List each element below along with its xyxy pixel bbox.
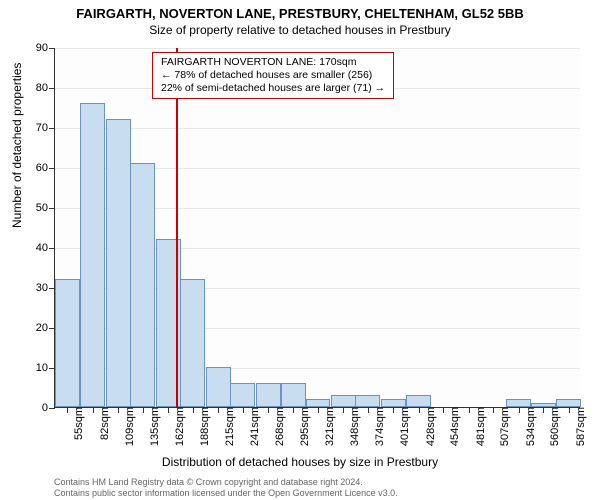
- x-tick: [243, 407, 244, 413]
- x-tick-label: 135sqm: [149, 407, 161, 451]
- x-tick-label: 109sqm: [124, 407, 136, 451]
- gridline-h: [55, 128, 580, 129]
- gridline-h: [55, 48, 580, 49]
- y-tick: [49, 248, 55, 249]
- y-tick-label: 30: [22, 282, 48, 294]
- x-tick-label: 534sqm: [525, 407, 537, 451]
- x-tick: [218, 407, 219, 413]
- x-tick: [93, 407, 94, 413]
- x-tick-label: 82sqm: [99, 407, 111, 451]
- y-tick: [49, 128, 55, 129]
- x-tick-label: 428sqm: [425, 407, 437, 451]
- title-line1: FAIRGARTH, NOVERTON LANE, PRESTBURY, CHE…: [0, 6, 600, 21]
- y-tick-label: 10: [22, 362, 48, 374]
- x-tick-label: 348sqm: [349, 407, 361, 451]
- x-tick: [143, 407, 144, 413]
- x-tick-label: 321sqm: [324, 407, 336, 451]
- footer-line2: Contains public sector information licen…: [54, 488, 398, 498]
- histogram-bar: [331, 395, 356, 407]
- reference-info-box: FAIRGARTH NOVERTON LANE: 170sqm ← 78% of…: [152, 52, 394, 99]
- x-tick: [569, 407, 570, 413]
- histogram-bar: [355, 395, 380, 407]
- x-tick: [118, 407, 119, 413]
- x-tick: [343, 407, 344, 413]
- histogram-bar: [80, 103, 105, 407]
- chart-title-block: FAIRGARTH, NOVERTON LANE, PRESTBURY, CHE…: [0, 0, 600, 37]
- y-tick-label: 60: [22, 162, 48, 174]
- x-tick: [419, 407, 420, 413]
- y-tick-label: 70: [22, 122, 48, 134]
- x-tick: [67, 407, 68, 413]
- histogram-bar: [206, 367, 231, 407]
- histogram-bar: [556, 399, 581, 407]
- y-tick-label: 50: [22, 202, 48, 214]
- y-tick-label: 90: [22, 42, 48, 54]
- histogram-bar: [106, 119, 131, 407]
- x-tick-label: 401sqm: [399, 407, 411, 451]
- x-tick: [318, 407, 319, 413]
- x-tick-label: 188sqm: [199, 407, 211, 451]
- histogram-bar: [55, 279, 80, 407]
- footer-attribution: Contains HM Land Registry data © Crown c…: [54, 477, 398, 498]
- x-tick-label: 268sqm: [274, 407, 286, 451]
- histogram-bar: [281, 383, 306, 407]
- x-tick-label: 374sqm: [374, 407, 386, 451]
- x-tick: [519, 407, 520, 413]
- histogram-bar: [306, 399, 331, 407]
- histogram-bar: [381, 399, 406, 407]
- x-tick: [268, 407, 269, 413]
- x-tick-label: 587sqm: [575, 407, 587, 451]
- x-tick-label: 454sqm: [449, 407, 461, 451]
- x-tick-label: 215sqm: [224, 407, 236, 451]
- y-tick-label: 0: [22, 402, 48, 414]
- x-tick-label: 481sqm: [475, 407, 487, 451]
- x-tick: [469, 407, 470, 413]
- y-tick: [49, 168, 55, 169]
- info-line2: ← 78% of detached houses are smaller (25…: [161, 69, 385, 82]
- histogram-bar: [180, 279, 205, 407]
- x-tick: [193, 407, 194, 413]
- info-line3: 22% of semi-detached houses are larger (…: [161, 82, 385, 95]
- histogram-bar: [506, 399, 531, 407]
- x-tick: [443, 407, 444, 413]
- histogram-bar: [230, 383, 255, 407]
- y-tick: [49, 408, 55, 409]
- x-tick: [293, 407, 294, 413]
- x-tick-label: 295sqm: [299, 407, 311, 451]
- x-tick: [393, 407, 394, 413]
- y-tick-label: 20: [22, 322, 48, 334]
- x-tick: [168, 407, 169, 413]
- histogram-bar: [130, 163, 155, 407]
- title-line2: Size of property relative to detached ho…: [0, 23, 600, 37]
- x-tick: [368, 407, 369, 413]
- x-tick: [543, 407, 544, 413]
- y-tick: [49, 208, 55, 209]
- reference-line: [176, 48, 178, 407]
- y-tick-label: 80: [22, 82, 48, 94]
- x-tick-label: 560sqm: [549, 407, 561, 451]
- x-tick-label: 241sqm: [249, 407, 261, 451]
- x-tick-label: 55sqm: [73, 407, 85, 451]
- histogram-bar: [256, 383, 281, 407]
- x-tick-label: 507sqm: [499, 407, 511, 451]
- histogram-bar: [406, 395, 431, 407]
- footer-line1: Contains HM Land Registry data © Crown c…: [54, 477, 398, 487]
- y-tick: [49, 48, 55, 49]
- chart-area: 010203040506070809055sqm82sqm109sqm135sq…: [54, 48, 580, 408]
- x-axis-label: Distribution of detached houses by size …: [0, 455, 600, 469]
- y-tick: [49, 88, 55, 89]
- info-line1: FAIRGARTH NOVERTON LANE: 170sqm: [161, 56, 385, 69]
- x-tick-label: 162sqm: [174, 407, 186, 451]
- y-tick-label: 40: [22, 242, 48, 254]
- x-tick: [493, 407, 494, 413]
- plot-area: 010203040506070809055sqm82sqm109sqm135sq…: [54, 48, 580, 408]
